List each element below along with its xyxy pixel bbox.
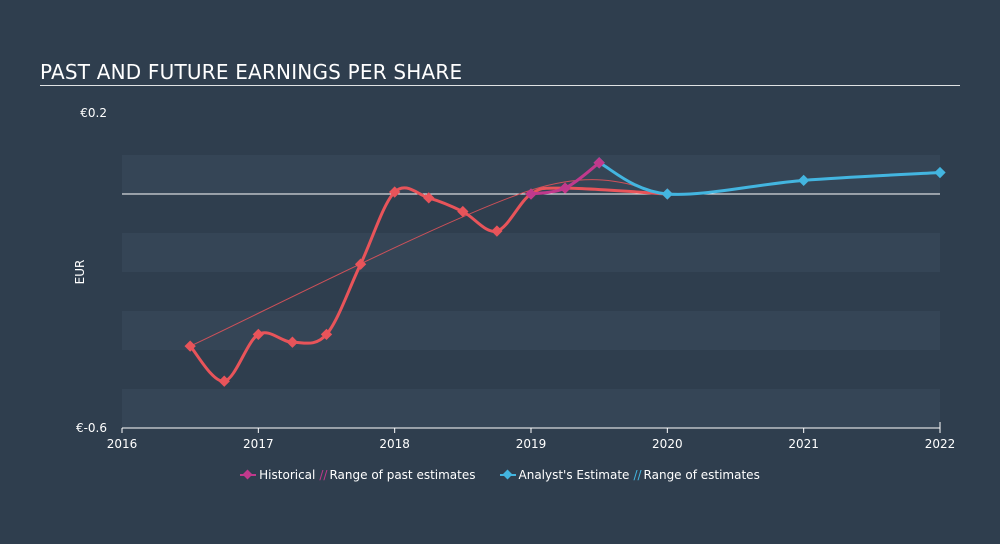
x-tick-label: 2018 — [379, 437, 410, 451]
analyst-estimate-point — [661, 188, 673, 200]
historical-point — [525, 188, 537, 200]
past-estimates-point — [184, 340, 196, 352]
hatch-icon: // — [633, 468, 642, 482]
legend-future-range-label: Range of estimates — [643, 468, 760, 482]
past-estimates-point — [491, 225, 503, 237]
hatch-icon: // — [319, 468, 328, 482]
background-band — [122, 311, 940, 350]
past-estimates-point — [457, 205, 469, 218]
legend-analyst-label: Analyst's Estimate — [518, 468, 630, 482]
past-estimates-point — [218, 375, 230, 387]
past-estimates-point — [320, 328, 333, 341]
chart-legend: Historical // Range of past estimates An… — [0, 468, 1000, 482]
x-tick-label: 2021 — [788, 437, 819, 451]
background-band — [122, 155, 940, 194]
y-tick-label: €-0.6 — [76, 421, 107, 435]
legend-analyst[interactable]: Analyst's Estimate — [499, 468, 630, 482]
x-tick-label: 2017 — [243, 437, 274, 451]
historical-point — [593, 157, 605, 169]
past-estimates-point — [389, 186, 401, 198]
x-tick-label: 2016 — [107, 437, 138, 451]
background-band — [122, 389, 940, 428]
past-estimates-point — [423, 192, 435, 204]
legend-future-range[interactable]: // Range of estimates — [633, 468, 759, 482]
historical-marker-icon — [240, 469, 257, 481]
chart-title: PAST AND FUTURE EARNINGS PER SHARE — [40, 60, 463, 84]
analyst-estimate-line — [597, 161, 942, 196]
analyst-estimate-point — [798, 174, 810, 187]
title-divider — [40, 85, 960, 86]
legend-past-range[interactable]: // Range of past estimates — [319, 468, 475, 482]
y-tick-label: €0.2 — [80, 106, 107, 120]
y-axis-label: EUR — [73, 260, 87, 285]
background-band — [122, 233, 940, 272]
past-estimates-point — [286, 336, 299, 348]
x-tick-label: 2020 — [652, 437, 683, 451]
past-estimates-line — [188, 186, 669, 383]
legend-historical[interactable]: Historical — [240, 468, 315, 482]
analyst-marker-icon — [499, 469, 516, 481]
past-estimates-point — [354, 258, 367, 270]
analyst-estimate-point — [934, 166, 946, 179]
legend-historical-label: Historical — [259, 468, 316, 482]
legend-past-range-label: Range of past estimates — [329, 468, 476, 482]
historical-point — [559, 182, 571, 194]
x-tick-label: 2022 — [925, 437, 956, 451]
x-tick-label: 2019 — [516, 437, 547, 451]
